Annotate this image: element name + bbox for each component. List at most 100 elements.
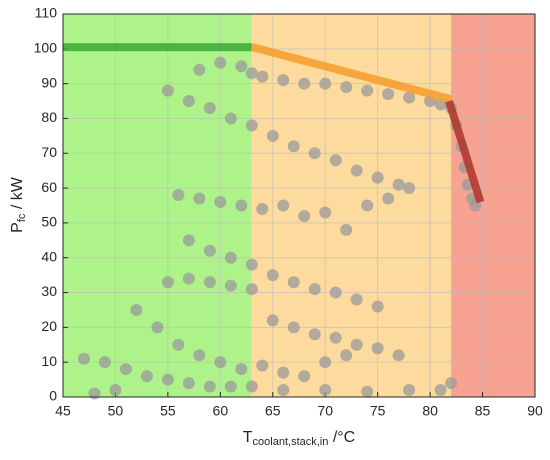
y-tick-label: 100 [34,40,58,56]
point [319,384,332,397]
point [151,321,164,334]
y-tick-label: 30 [41,283,57,299]
point [245,380,258,393]
point [266,269,279,282]
point [182,95,195,108]
point [235,60,248,73]
point [308,283,321,296]
point [224,251,237,264]
point [382,192,395,205]
point [214,356,227,369]
x-tick-label: 90 [527,403,543,419]
line [250,43,453,104]
point [277,384,290,397]
point [256,202,269,215]
x-tick-label: 85 [475,403,491,419]
y-tick-label: 70 [41,144,57,160]
y-tick-label: 60 [41,179,57,195]
x-axis-label: Tcoolant,stack,in /°C [243,429,355,448]
x-label-main: T [243,429,253,446]
point [224,279,237,292]
point [403,91,416,104]
point [340,349,353,362]
point [382,88,395,101]
point [361,385,374,398]
point [277,74,290,87]
point [161,276,174,289]
point [256,359,269,372]
point [214,56,227,69]
point [182,377,195,390]
x-tick-label: 45 [55,403,71,419]
plot-frame [62,13,536,398]
point [203,276,216,289]
point [161,373,174,386]
point [235,363,248,376]
point [329,286,342,299]
point [224,380,237,393]
point [350,293,363,306]
point [182,234,195,247]
point [434,384,447,397]
zone [451,14,535,397]
point [193,192,206,205]
point [214,196,227,209]
y-tick-label: 0 [49,388,57,404]
point [203,244,216,257]
point [98,356,111,369]
point [182,272,195,285]
point [298,209,311,222]
point [193,63,206,76]
point [203,102,216,115]
point [371,300,384,313]
x-tick-label: 75 [370,403,386,419]
point [361,199,374,212]
x-tick-label: 70 [317,403,333,419]
point [371,171,384,184]
point [403,384,416,397]
point [277,366,290,379]
y-tick-label: 90 [41,74,57,90]
point [203,380,216,393]
point [445,377,458,390]
point [361,84,374,97]
point [350,338,363,351]
x-tick-label: 55 [160,403,176,419]
point [287,321,300,334]
point [130,303,143,316]
point [319,356,332,369]
y-label-unit: / kW [9,176,26,213]
point [434,98,447,111]
x-tick-label: 50 [108,403,124,419]
point [109,384,122,397]
point [329,154,342,167]
point [245,283,258,296]
point [266,314,279,327]
point [245,258,258,271]
y-label-sub: fc [16,213,28,222]
y-tick-label: 20 [41,318,57,334]
point [172,189,185,202]
point [319,206,332,219]
point [287,140,300,153]
point [329,331,342,344]
point [245,119,258,132]
point [392,349,405,362]
point [77,352,90,365]
point [350,164,363,177]
point [308,328,321,341]
y-tick-label: 110 [35,5,58,21]
x-tick-label: 80 [422,403,438,419]
point [140,370,153,383]
point [256,70,269,83]
point [403,182,416,195]
point [119,363,132,376]
point [340,81,353,94]
point [245,67,258,80]
point [277,199,290,212]
line [445,99,485,204]
point [298,370,311,383]
y-tick-label: 40 [41,248,57,264]
y-label-main: P [9,222,26,233]
